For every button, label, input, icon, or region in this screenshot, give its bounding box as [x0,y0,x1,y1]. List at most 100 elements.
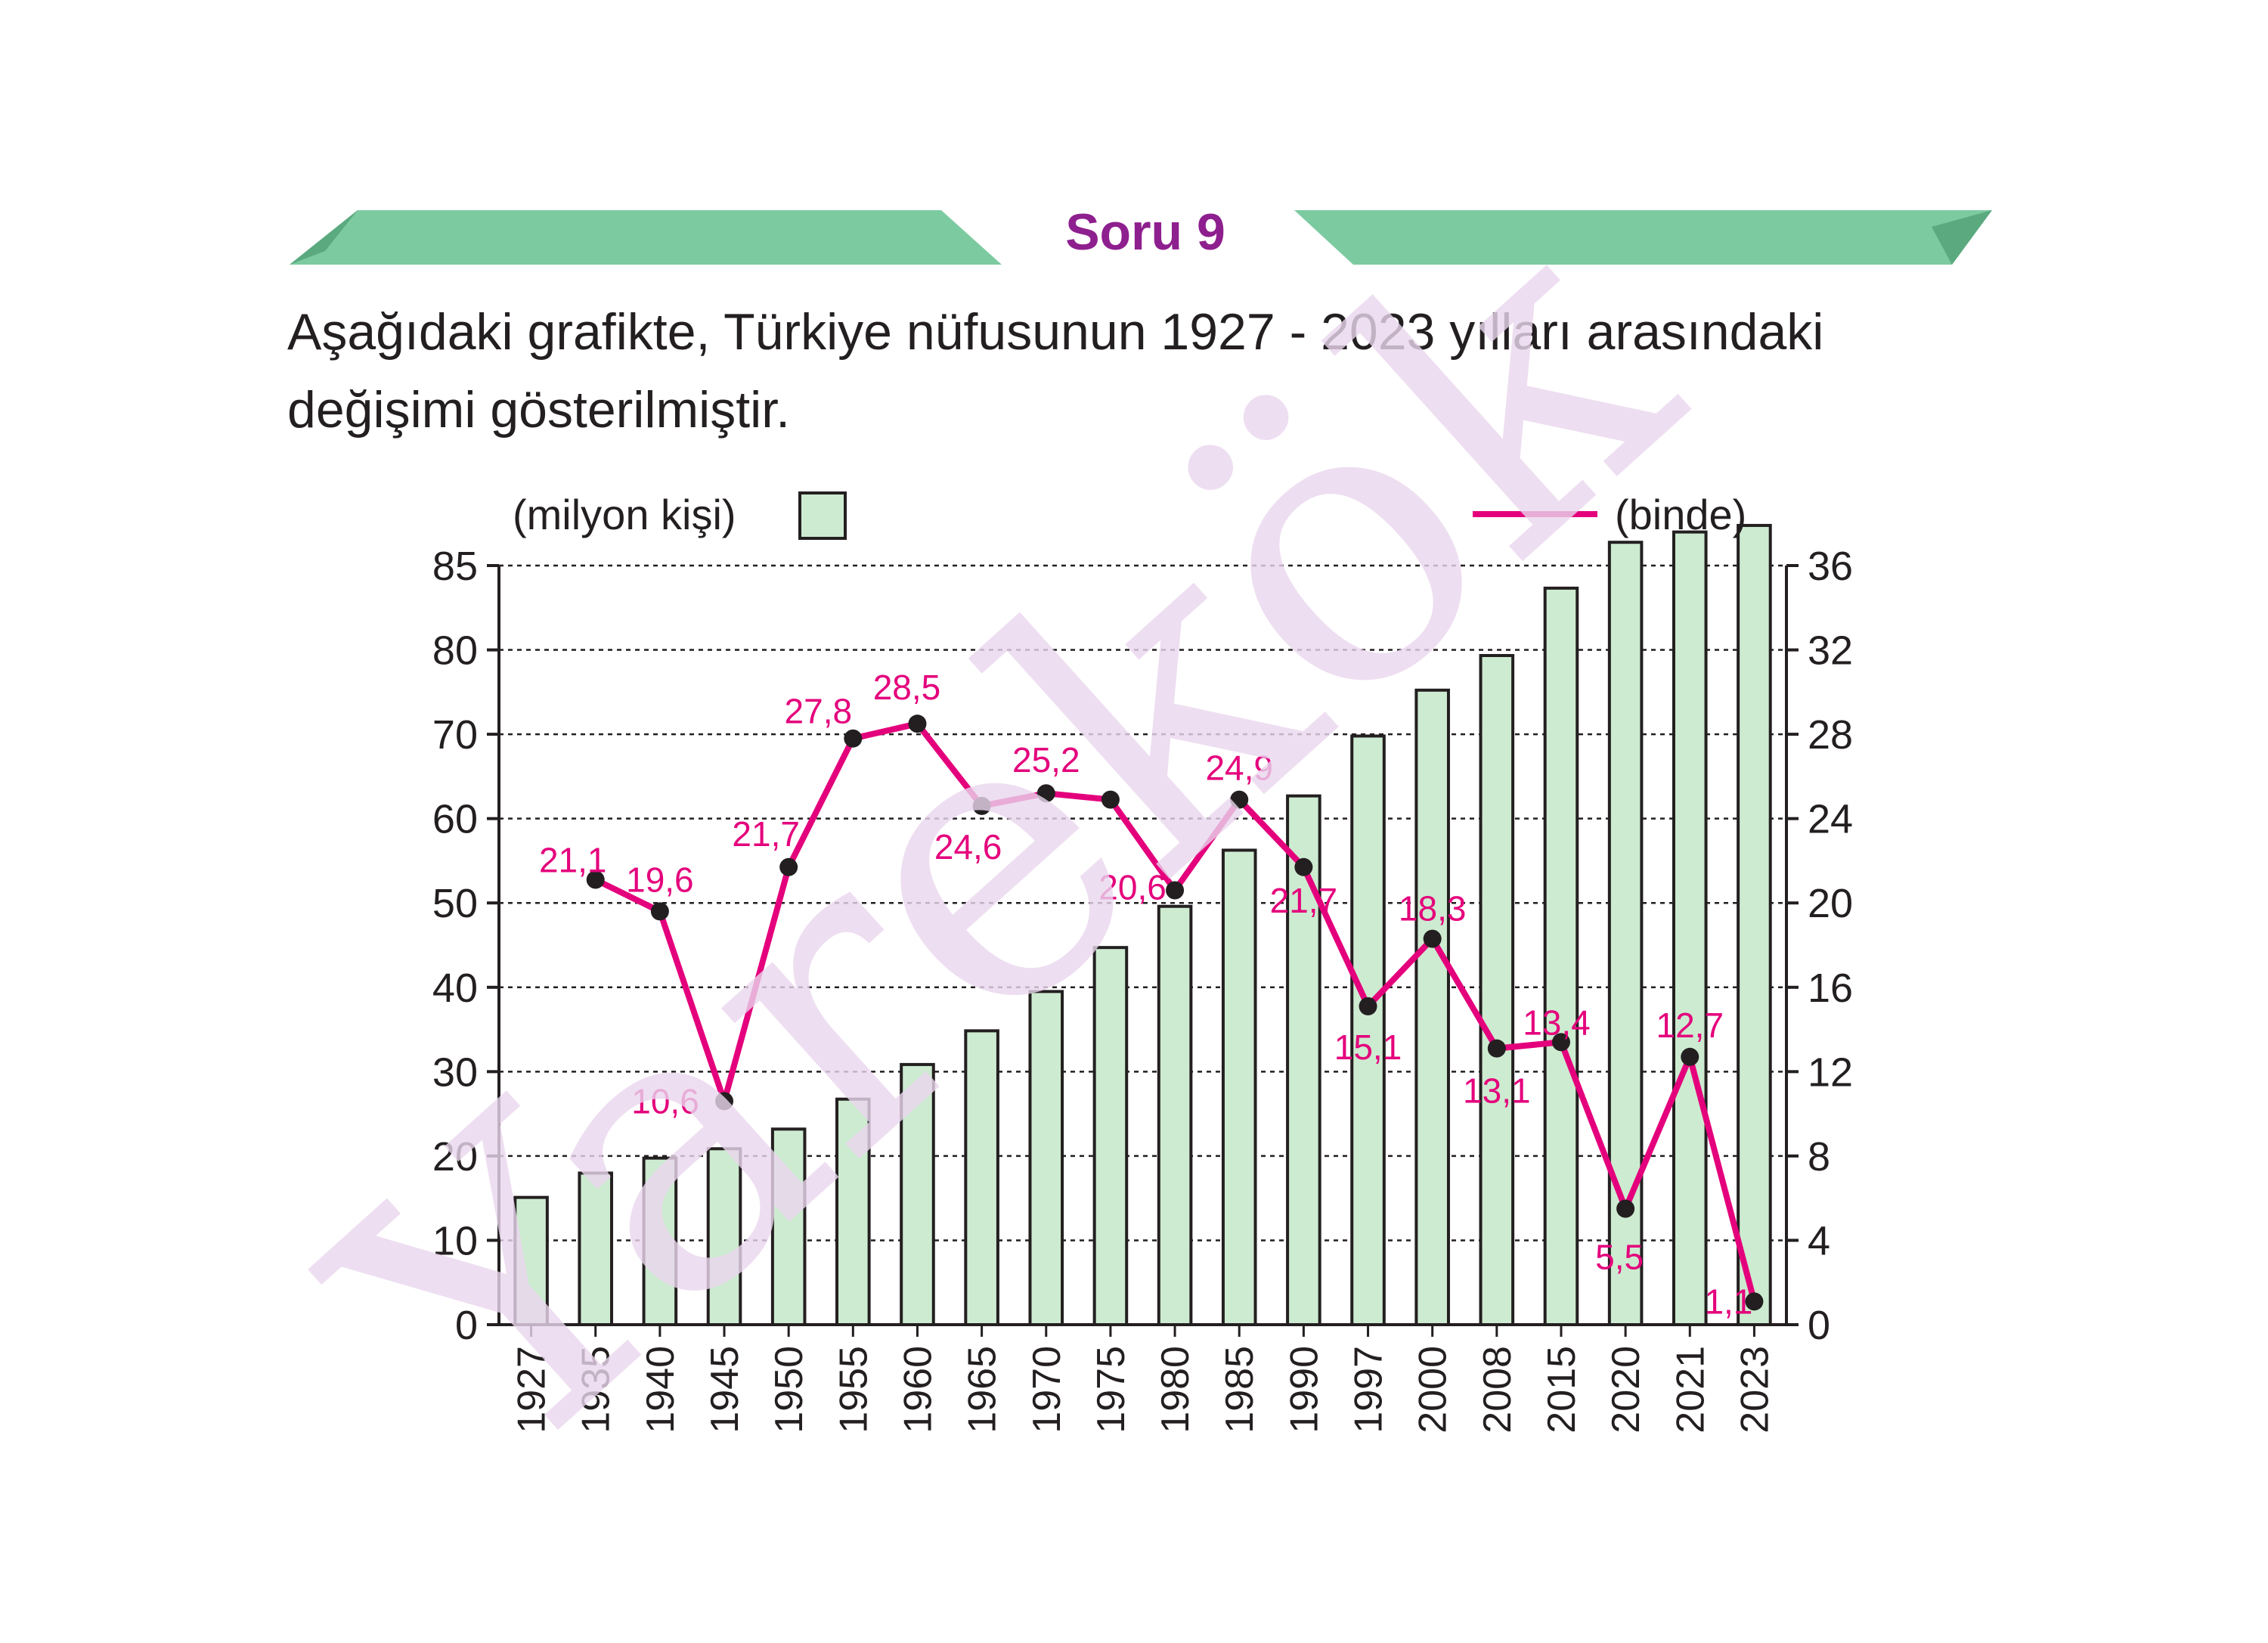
line-point-2008 [1487,1039,1506,1058]
bar-1970 [1028,990,1064,1326]
x-tick-label: 1935 [575,1346,618,1434]
x-tick-label: 2015 [1540,1346,1584,1434]
bar-2015 [1543,586,1579,1326]
line-point-2023 [1745,1292,1764,1311]
left-tick-label: 85 [432,544,478,589]
bar-1927 [513,1195,549,1327]
line-data-label: 24,9 [1205,749,1273,788]
line-point-1955 [844,729,863,748]
bar-2020 [1607,541,1644,1326]
line-data-label: 24,6 [934,827,1002,866]
x-tick-label: 1997 [1347,1346,1391,1434]
line-point-1985 [1230,790,1249,809]
line-point-1970 [1036,784,1055,803]
bar-1935 [578,1171,614,1326]
line-point-1940 [650,902,669,921]
right-tick-label: 12 [1808,1049,1853,1095]
line-point-1990 [1294,857,1313,876]
x-tick-label: 2023 [1733,1346,1777,1434]
line-point-1965 [972,796,991,815]
line-data-label: 21,7 [1270,881,1338,920]
x-tick-label: 2000 [1411,1346,1455,1434]
bar-1985 [1221,848,1257,1326]
line-data-label: 1,1 [1704,1282,1752,1321]
right-tick-label: 28 [1808,712,1853,758]
right-tick-label: 0 [1808,1303,1830,1348]
line-point-1950 [779,857,798,876]
question-line-1: Aşağıdaki grafikte, Türkiye nüfusunun 19… [287,303,1823,361]
bar-2008 [1479,653,1515,1326]
line-point-2021 [1681,1047,1699,1066]
line-data-label: 27,8 [785,692,853,731]
line-point-1960 [908,715,927,733]
banner-right-ribbon [1294,210,1992,265]
line-point-1975 [1101,790,1120,809]
left-tick-label: 80 [432,628,478,674]
left-tick-label: 40 [432,966,478,1011]
right-tick-label: 8 [1808,1134,1830,1180]
line-point-1935 [586,870,605,889]
line-point-2020 [1616,1199,1635,1218]
line-data-label: 15,1 [1334,1028,1402,1067]
bar-1945 [706,1147,742,1326]
line-data-label: 19,6 [626,860,694,899]
line-point-1980 [1166,881,1185,900]
line-data-label: 18,3 [1399,889,1467,928]
line-point-2000 [1423,929,1442,948]
x-tick-label: 1950 [767,1346,811,1434]
line-point-1945 [715,1092,734,1111]
right-tick-label: 20 [1808,881,1853,926]
x-tick-label: 1960 [896,1346,940,1434]
x-tick-label: 2021 [1668,1346,1712,1434]
bar-2023 [1737,523,1772,1327]
left-tick-label: 10 [432,1218,478,1263]
right-tick-label: 32 [1808,628,1853,674]
x-tick-label: 1970 [1025,1346,1069,1434]
banner-left-ribbon-shade [290,210,358,265]
x-tick-label: 1990 [1282,1346,1326,1434]
bar-1955 [835,1097,871,1326]
bar-1960 [900,1062,935,1327]
left-axis-unit: (milyon kişi) [513,491,736,538]
left-tick-label: 20 [432,1134,478,1180]
x-tick-label: 1945 [703,1346,747,1434]
bar-1950 [770,1127,807,1326]
line-point-1997 [1359,997,1377,1015]
bar-2021 [1672,530,1708,1327]
right-tick-label: 4 [1808,1218,1830,1263]
bar-1997 [1350,734,1386,1326]
x-tick-label: 1965 [961,1346,1005,1434]
right-axis-unit: (binde) [1615,491,1746,538]
left-tick-label: 50 [432,881,478,926]
title-banner: Soru 9 [290,203,1992,265]
right-tick-label: 36 [1808,544,1853,589]
question-line-2: değişimi gösterilmiştir. [287,381,790,439]
line-data-label: 20,6 [1098,867,1167,907]
banner-right-ribbon-shade [1932,210,1992,265]
left-tick-label: 30 [432,1049,478,1095]
line-data-label: 10,6 [631,1081,699,1121]
banner-left-ribbon [290,210,1002,265]
x-tick-label: 1980 [1154,1346,1198,1434]
legend-bar-swatch [798,491,847,540]
line-data-label: 21,1 [539,841,607,880]
x-tick-label: 2020 [1604,1346,1648,1434]
x-tick-label: 1985 [1218,1346,1262,1434]
right-tick-label: 24 [1808,797,1853,842]
line-point-2015 [1551,1033,1570,1052]
line-data-label: 5,5 [1595,1238,1644,1277]
left-tick-label: 0 [455,1303,478,1348]
x-tick-label: 1955 [832,1346,875,1434]
x-tick-label: 2008 [1476,1346,1520,1434]
right-tick-label: 16 [1808,966,1853,1011]
population-chart: 0 10 20 30 40 50 60 70 80 85 0 4 8 12 16 20 24 28 32 36 1927… [432,491,1853,1434]
left-tick-label: 60 [432,797,478,842]
line-data-label: 25,2 [1012,740,1080,780]
line-data-label: 12,7 [1656,1006,1724,1045]
x-tick-label: 1927 [510,1346,554,1434]
bar-1975 [1092,946,1129,1326]
line-data-label: 13,4 [1523,1003,1591,1042]
x-tick-label: 1940 [639,1346,683,1434]
line-data-label: 21,7 [732,814,800,854]
